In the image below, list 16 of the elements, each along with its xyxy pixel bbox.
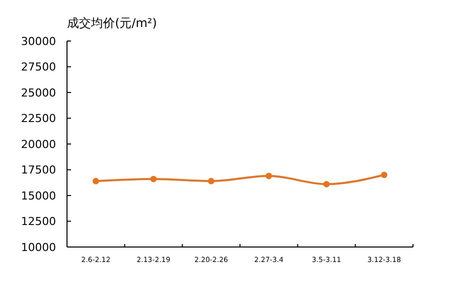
y-tick-label: 25000 xyxy=(21,86,56,100)
y-tick-label: 27500 xyxy=(21,60,56,74)
point xyxy=(266,172,272,180)
point xyxy=(323,180,330,188)
y-tick-label: 15000 xyxy=(21,189,56,202)
y-tick-label: 12500 xyxy=(21,215,56,228)
y-tick-label: 17500 xyxy=(21,164,56,177)
point xyxy=(92,178,100,184)
point xyxy=(208,178,214,184)
y-tick-label: 22500 xyxy=(21,112,56,126)
chart-title: 成交均价(元/m²) xyxy=(67,16,157,30)
y-tick-label: 20000 xyxy=(21,138,56,151)
point xyxy=(380,172,388,178)
y-tick-label: 30000 xyxy=(21,34,56,48)
y-tick-label: 10000 xyxy=(21,240,56,254)
point xyxy=(150,176,157,182)
